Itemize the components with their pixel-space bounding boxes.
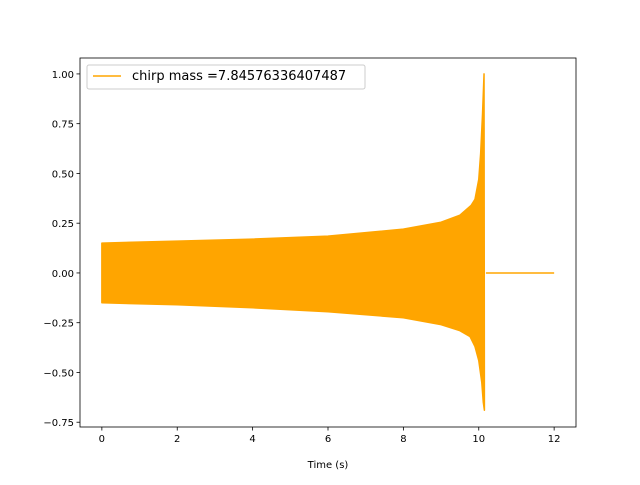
x-tick-label: 10 (472, 434, 485, 445)
y-tick-label: 0.50 (52, 169, 74, 180)
x-tick-label: 8 (400, 434, 406, 445)
x-axis-label: Time (s) (307, 460, 349, 471)
legend-box (86, 64, 366, 90)
x-ticks: 0 2 4 6 8 10 12 (99, 427, 561, 445)
x-tick-label: 4 (249, 434, 255, 445)
x-tick-label: 12 (548, 434, 561, 445)
y-tick-label: −0.25 (43, 319, 74, 330)
y-tick-label: 0.75 (52, 120, 74, 131)
legend: chirp mass =7.84576336407487 (86, 64, 366, 90)
y-tick-label: 0.00 (52, 269, 74, 280)
y-ticks: 1.00 0.75 0.50 0.25 0.00 −0.25 −0.50 −0.75 (43, 70, 80, 429)
y-tick-label: −0.50 (43, 368, 74, 379)
x-tick-label: 0 (99, 434, 105, 445)
x-tick-label: 6 (325, 434, 331, 445)
series-chirp-envelope (101, 73, 486, 412)
legend-label: chirp mass =7.84576336407487 (132, 69, 346, 84)
x-tick-label: 2 (174, 434, 180, 445)
y-tick-label: 0.25 (52, 219, 74, 230)
plot-area (101, 73, 555, 412)
y-tick-label: −0.75 (43, 418, 74, 429)
y-tick-label: 1.00 (52, 70, 74, 81)
